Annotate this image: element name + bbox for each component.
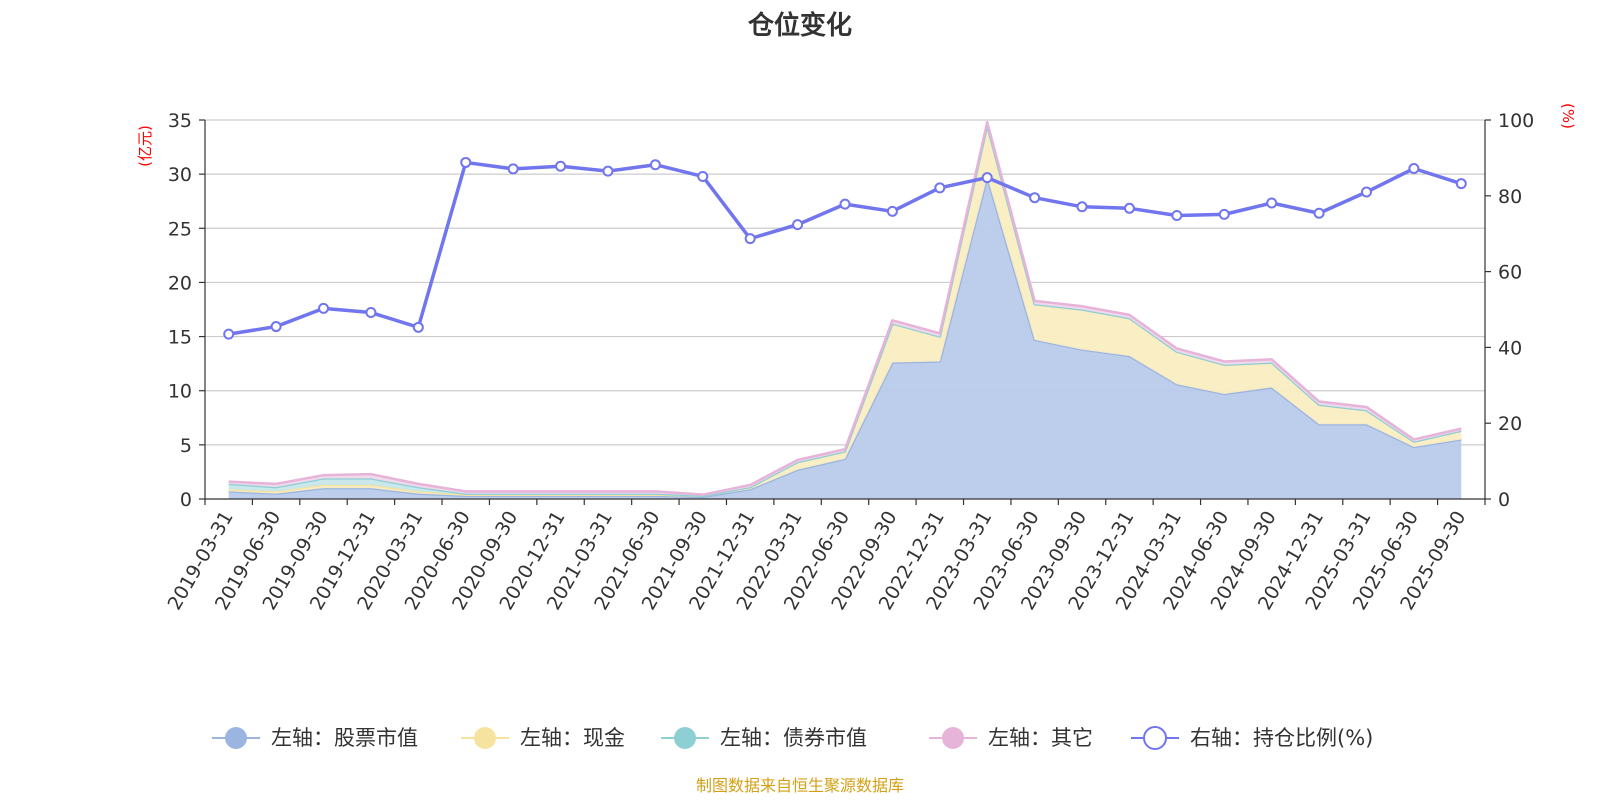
grid-lines	[205, 119, 1485, 446]
ratio-point[interactable]	[792, 219, 804, 231]
legend-item[interactable]: 右轴：持仓比例(%)	[1131, 726, 1373, 750]
legend-marker-icon	[1143, 726, 1167, 750]
legend-label: 左轴：其它	[988, 726, 1093, 750]
right-tick-label: 0	[1498, 489, 1510, 511]
ratio-line	[223, 156, 1467, 340]
stacked-areas	[228, 120, 1462, 499]
ratio-point[interactable]	[649, 159, 661, 171]
left-tick-label: 30	[168, 164, 192, 186]
ratio-point[interactable]	[270, 321, 282, 333]
legend-marker-icon	[674, 727, 696, 749]
legend-marker-icon	[225, 727, 247, 749]
legend-marker-icon	[474, 727, 496, 749]
left-tick-label: 5	[180, 435, 192, 457]
right-tick-label: 60	[1498, 262, 1522, 284]
ratio-point[interactable]	[1218, 208, 1230, 220]
left-tick-label: 0	[180, 489, 192, 511]
ratio-point[interactable]	[460, 156, 472, 168]
ratio-line-path	[228, 160, 1462, 336]
ratio-point[interactable]	[744, 233, 756, 245]
ratio-point[interactable]	[981, 172, 993, 184]
ratio-point[interactable]	[1076, 201, 1088, 213]
ratio-point[interactable]	[412, 321, 424, 333]
ratio-point[interactable]	[934, 182, 946, 194]
legend-label: 右轴：持仓比例(%)	[1190, 726, 1373, 750]
area-edge-4	[228, 120, 1462, 496]
legend-item[interactable]: 左轴：其它	[929, 726, 1093, 750]
legend-item[interactable]: 左轴：债券市值	[661, 726, 867, 750]
left-tick-label: 15	[168, 327, 192, 349]
ratio-point[interactable]	[1123, 202, 1135, 214]
ratio-point[interactable]	[1313, 207, 1325, 219]
left-tick-label: 25	[168, 218, 192, 240]
ratio-point[interactable]	[602, 165, 614, 177]
ratio-point[interactable]	[318, 302, 330, 314]
ratio-point[interactable]	[555, 160, 567, 172]
source-note: 制图数据来自恒生聚源数据库	[696, 776, 904, 795]
right-tick-label: 20	[1498, 413, 1522, 435]
legend[interactable]: 左轴：股票市值 左轴：现金 左轴：债券市值 左轴：其它 右轴：持仓比例(%)	[212, 726, 1373, 750]
ratio-point[interactable]	[839, 198, 851, 210]
area-fill-1	[228, 177, 1462, 499]
chart-title: 仓位变化	[747, 10, 852, 41]
legend-label: 左轴：股票市值	[271, 726, 418, 750]
ratio-point[interactable]	[1029, 192, 1041, 204]
ratio-point[interactable]	[697, 170, 709, 182]
right-tick-label: 80	[1498, 186, 1522, 208]
left-tick-label: 35	[168, 110, 192, 132]
legend-item[interactable]: 左轴：现金	[461, 726, 625, 750]
left-tick-label: 10	[168, 381, 192, 403]
legend-marker-icon	[942, 727, 964, 749]
ratio-point[interactable]	[1171, 210, 1183, 222]
left-tick-label: 20	[168, 272, 192, 294]
right-axis-unit: (%)	[1559, 103, 1577, 129]
ratio-point[interactable]	[1408, 163, 1420, 175]
legend-item[interactable]: 左轴：股票市值	[212, 726, 418, 750]
left-axis-unit: (亿元)	[136, 125, 154, 167]
legend-label: 左轴：现金	[520, 726, 625, 750]
ratio-point[interactable]	[365, 307, 377, 319]
axes: 051015202530350204060801002019-03-312019…	[164, 110, 1535, 614]
right-tick-label: 100	[1498, 110, 1534, 132]
ratio-point[interactable]	[1455, 178, 1467, 190]
ratio-point[interactable]	[1266, 197, 1278, 209]
ratio-point[interactable]	[223, 328, 235, 340]
legend-label: 左轴：债券市值	[720, 726, 867, 750]
right-tick-label: 40	[1498, 337, 1522, 359]
ratio-point[interactable]	[507, 163, 519, 175]
ratio-point[interactable]	[886, 205, 898, 217]
ratio-point[interactable]	[1360, 186, 1372, 198]
